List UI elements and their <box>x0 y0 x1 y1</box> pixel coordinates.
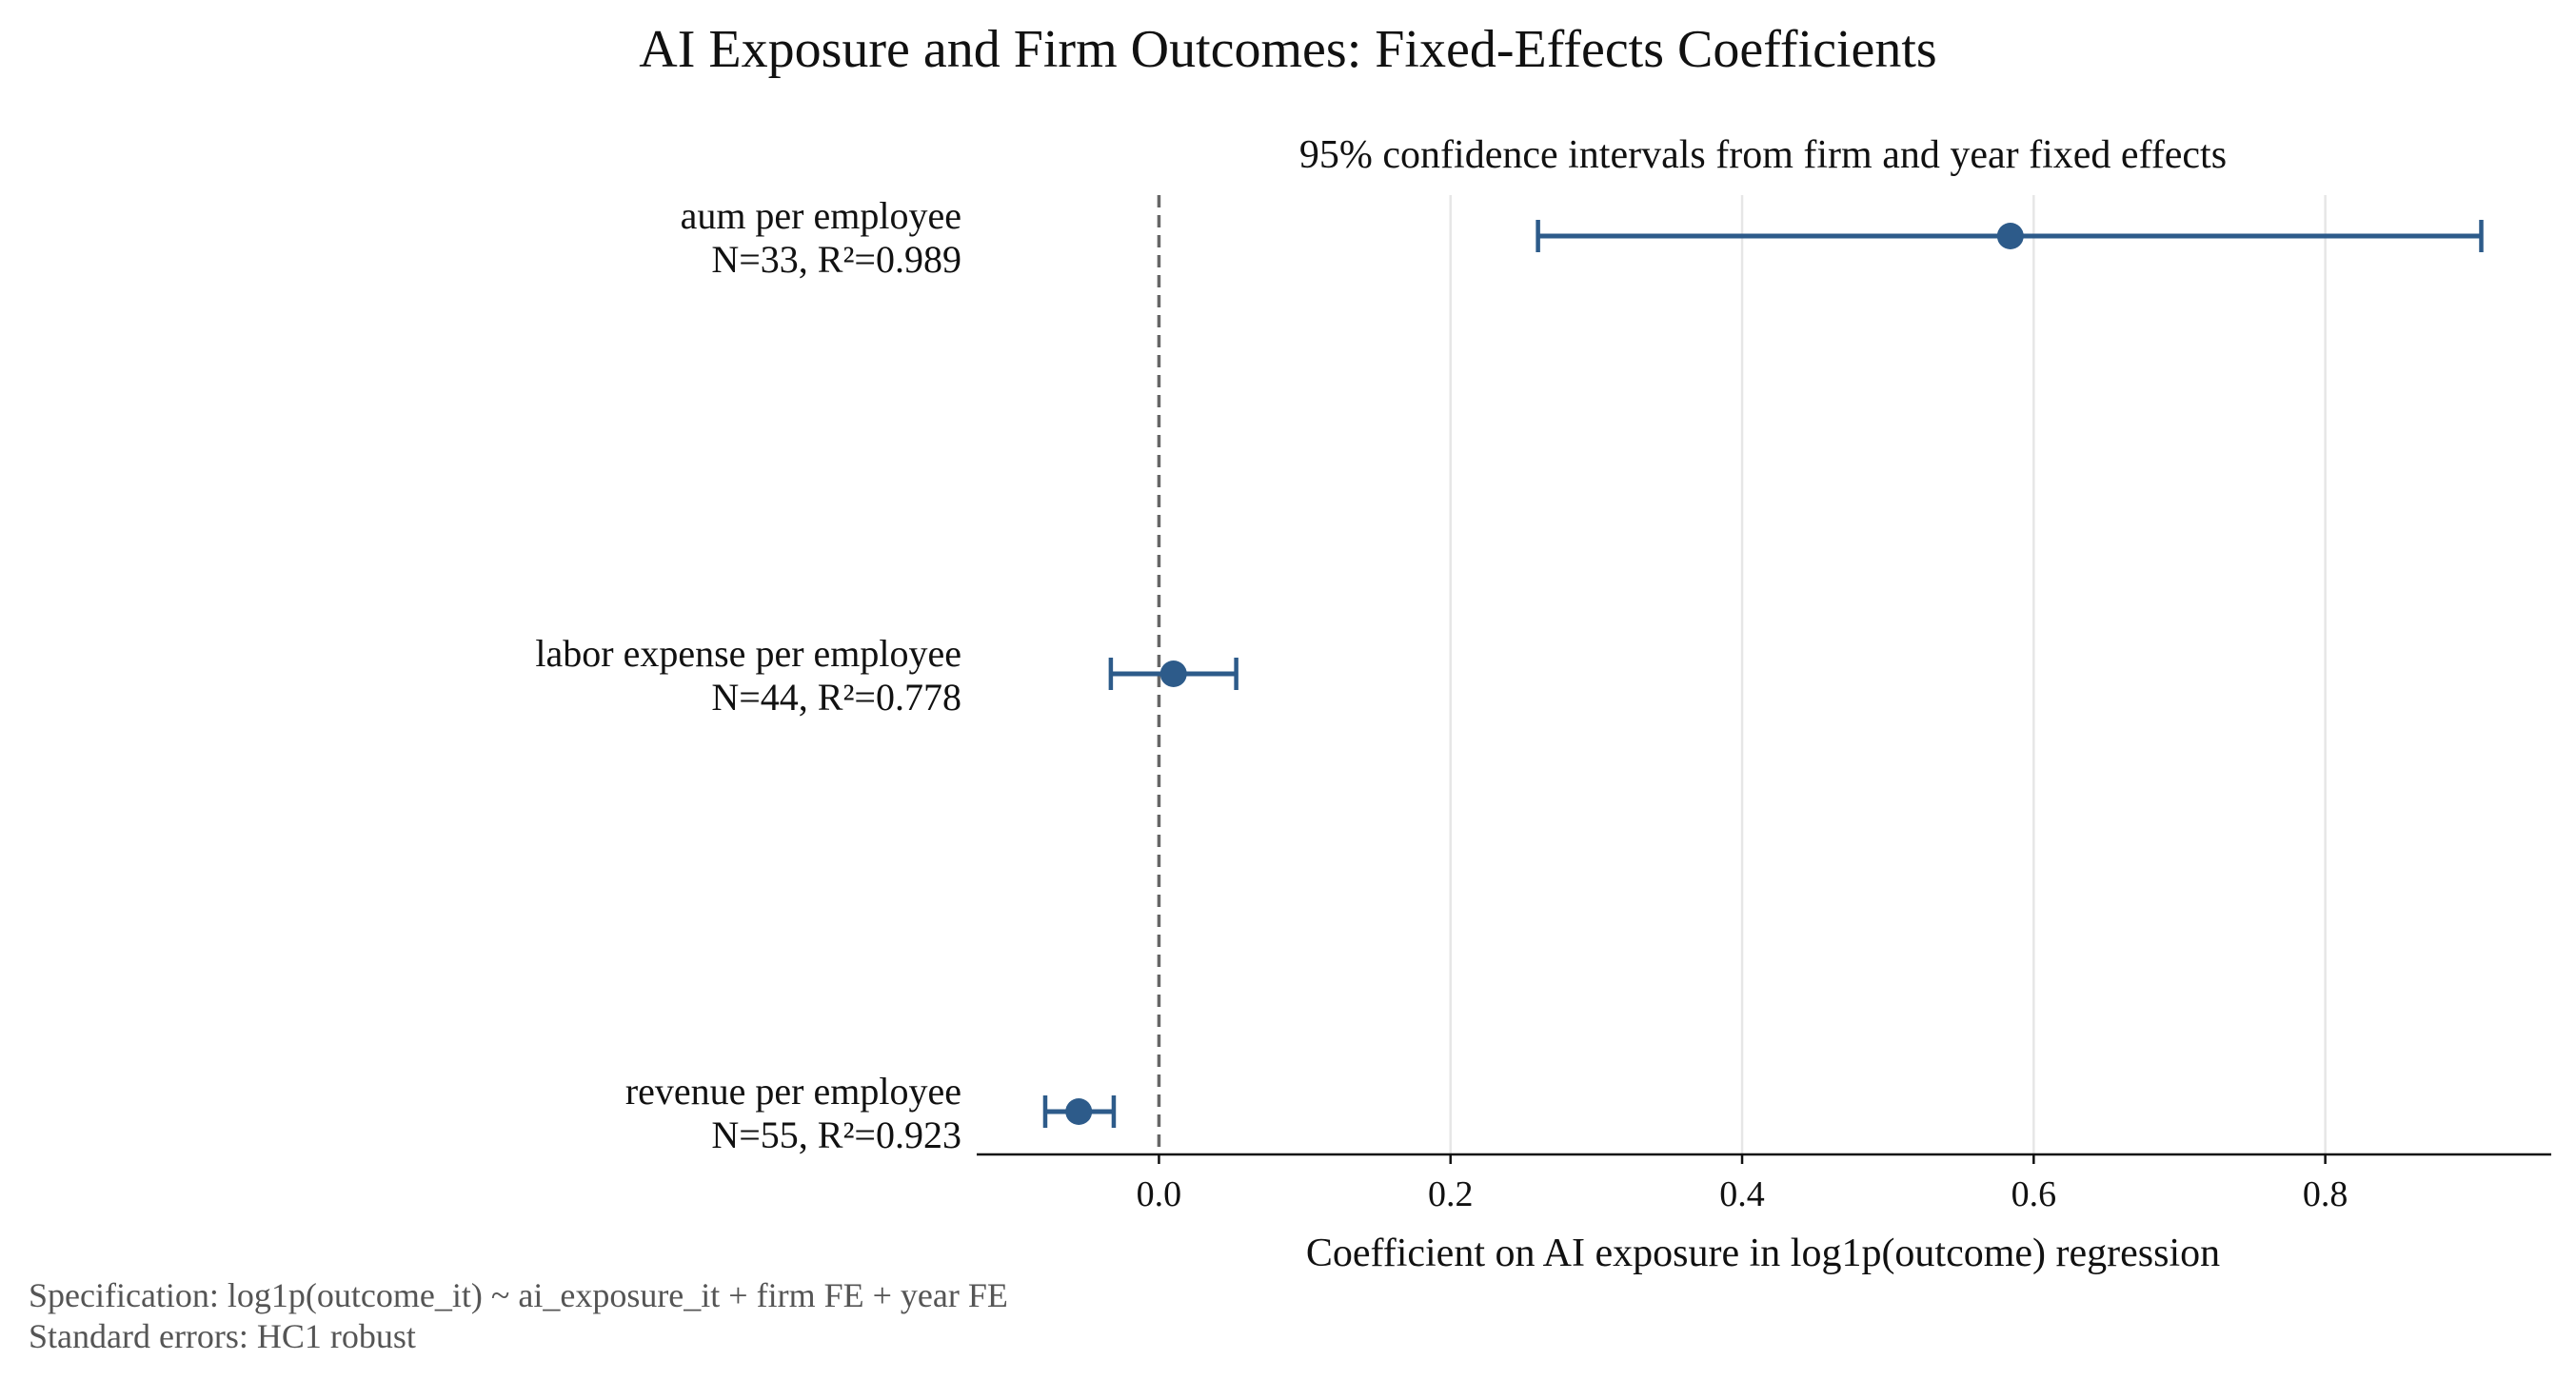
x-tick-label: 0.0 <box>1137 1174 1182 1214</box>
coefficient-point <box>1996 223 2024 249</box>
y-category-label: revenue per employee <box>625 1070 961 1113</box>
chart-subtitle: 95% confidence intervals from firm and y… <box>1299 133 2227 177</box>
x-tick-label: 0.4 <box>1719 1174 1765 1214</box>
coefficient-errorbar-group <box>1108 658 1238 690</box>
x-axis-label: Coefficient on AI exposure in log1p(outc… <box>1306 1232 2220 1275</box>
y-category-label: labor expense per employee <box>535 632 961 675</box>
y-category-stats: N=33, R²=0.989 <box>711 238 961 281</box>
coefficient-marks <box>1042 220 2484 1128</box>
x-tick-label: 0.8 <box>2303 1174 2348 1214</box>
coefficient-errorbar-group <box>1042 1095 1117 1128</box>
x-tick-label: 0.2 <box>1428 1174 1474 1214</box>
y-category-label: aum per employee <box>681 194 961 237</box>
standard-errors-note: Standard errors: HC1 robust <box>29 1317 416 1355</box>
x-tick-label: 0.6 <box>2011 1174 2057 1214</box>
specification-note: Specification: log1p(outcome_it) ~ ai_ex… <box>29 1276 1008 1314</box>
coefficient-errorbar-group <box>1536 220 2484 252</box>
coefficient-point <box>1065 1098 1093 1125</box>
y-category-stats: N=55, R²=0.923 <box>711 1114 961 1156</box>
x-axis: 0.0 0.2 0.4 0.6 0.8 <box>977 1153 2551 1214</box>
coefficient-point <box>1159 660 1187 687</box>
grid-lines <box>1449 195 2327 1154</box>
chart-title: AI Exposure and Firm Outcomes: Fixed-Eff… <box>639 20 1936 79</box>
y-category-stats: N=44, R²=0.778 <box>711 676 961 719</box>
